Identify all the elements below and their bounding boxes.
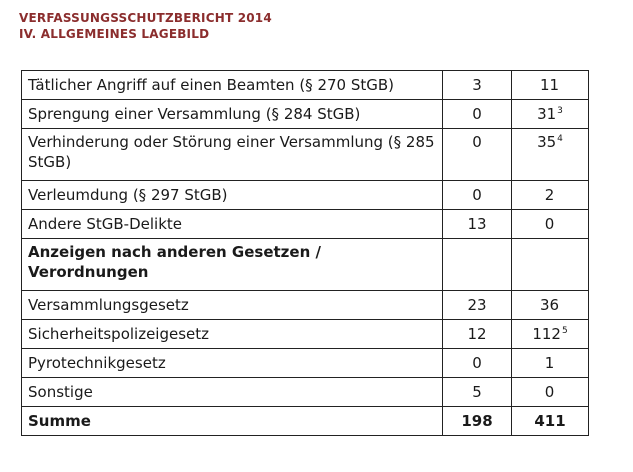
section-title: IV. ALLGEMEINES LAGEBILD [19, 27, 210, 41]
value-col1: 23 [442, 290, 512, 320]
table-row: Tätlicher Angriff auf einen Beamten (§ 2… [21, 70, 589, 100]
value-col2: 313 [511, 99, 589, 129]
value-col1: 3 [442, 70, 512, 100]
total-col2: 411 [511, 406, 589, 436]
row-label: Sicherheitspolizeigesetz [21, 319, 443, 349]
footnote-marker: 3 [557, 106, 563, 116]
statistics-table: Tätlicher Angriff auf einen Beamten (§ 2… [21, 70, 589, 436]
value-col1: 0 [442, 99, 512, 129]
value-col2: 0 [511, 209, 589, 239]
value-col2: 36 [511, 290, 589, 320]
table-row: Pyrotechnikgesetz 0 1 [21, 348, 589, 378]
table-row: Verleumdung (§ 297 StGB) 0 2 [21, 180, 589, 210]
value-col1: 5 [442, 377, 512, 407]
value-col2: 354 [511, 128, 589, 181]
table-row: Andere StGB-Delikte 13 0 [21, 209, 589, 239]
row-label: Verleumdung (§ 297 StGB) [21, 180, 443, 210]
row-label: Verhinderung oder Störung einer Versamml… [21, 128, 443, 181]
value-col2: 1125 [511, 319, 589, 349]
row-label: Andere StGB-Delikte [21, 209, 443, 239]
value-col1 [442, 238, 512, 291]
value-col1: 0 [442, 348, 512, 378]
value-col1: 13 [442, 209, 512, 239]
table-row: Verhinderung oder Störung einer Versamml… [21, 128, 589, 181]
value-col2: 2 [511, 180, 589, 210]
value-col2 [511, 238, 589, 291]
row-label: Sprengung einer Versammlung (§ 284 StGB) [21, 99, 443, 129]
footnote-marker: 4 [557, 134, 563, 144]
value-col1: 0 [442, 128, 512, 181]
document-header: VERFASSUNGSSCHUTZBERICHT 2014 IV. ALLGEM… [19, 10, 272, 42]
report-title: VERFASSUNGSSCHUTZBERICHT 2014 [19, 11, 272, 25]
table-row: Sonstige 5 0 [21, 377, 589, 407]
table-row: Sprengung einer Versammlung (§ 284 StGB)… [21, 99, 589, 129]
value-col1: 0 [442, 180, 512, 210]
row-label: Versammlungsgesetz [21, 290, 443, 320]
footnote-marker: 5 [561, 326, 568, 336]
value-col2: 1 [511, 348, 589, 378]
table-row: Versammlungsgesetz 23 36 [21, 290, 589, 320]
row-label: Sonstige [21, 377, 443, 407]
total-label: Summe [21, 406, 443, 436]
value-col1: 12 [442, 319, 512, 349]
value-col2: 0 [511, 377, 589, 407]
section-label: Anzeigen nach anderen Gesetzen / Verordn… [21, 238, 443, 291]
value-col2: 11 [511, 70, 589, 100]
table-row: Sicherheitspolizeigesetz 12 1125 [21, 319, 589, 349]
row-label: Tätlicher Angriff auf einen Beamten (§ 2… [21, 70, 443, 100]
total-col1: 198 [442, 406, 512, 436]
table-total-row: Summe 198 411 [21, 406, 589, 436]
row-label: Pyrotechnikgesetz [21, 348, 443, 378]
table-section-row: Anzeigen nach anderen Gesetzen / Verordn… [21, 238, 589, 291]
